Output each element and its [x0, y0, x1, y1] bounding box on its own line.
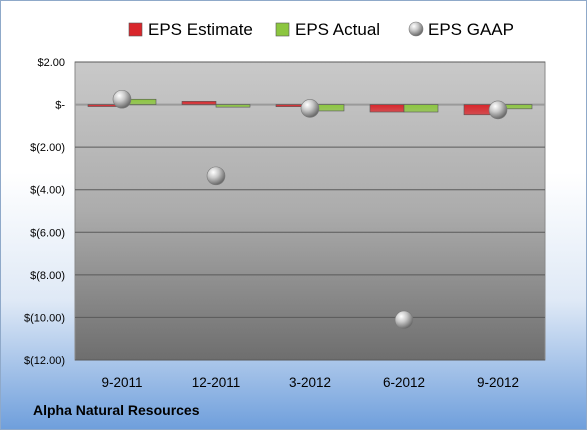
y-tick-label: $(6.00)	[30, 227, 65, 239]
legend-swatch	[128, 22, 143, 37]
bar-eps-estimate	[181, 101, 217, 105]
point-eps-gaap	[206, 166, 226, 186]
y-tick-label: $(12.00)	[24, 355, 65, 367]
point-eps-gaap	[488, 100, 508, 120]
y-tick-label: $(8.00)	[30, 270, 65, 282]
x-tick-label: 6-2012	[383, 375, 425, 390]
legend-label: EPS GAAP	[428, 20, 514, 39]
point-eps-gaap	[300, 99, 320, 118]
x-tick-label: 9-2011	[101, 375, 142, 390]
bar-eps-estimate	[369, 104, 405, 113]
legend-swatch	[275, 22, 290, 37]
y-tick-label: $(2.00)	[30, 142, 65, 154]
y-tick-label: $(4.00)	[30, 185, 65, 197]
bar-eps-actual	[403, 104, 439, 113]
y-tick-label: $(10.00)	[24, 312, 65, 324]
x-tick-label: 9-2012	[477, 375, 519, 390]
company-name: Alpha Natural Resources	[33, 402, 200, 418]
bar-eps-actual	[215, 104, 251, 108]
point-eps-gaap	[112, 89, 132, 109]
y-tick-label: $2.00	[37, 57, 65, 69]
x-tick-label: 12-2011	[192, 375, 241, 390]
legend-swatch	[408, 21, 424, 37]
y-tick-label: $-	[55, 100, 65, 112]
legend-label: EPS Estimate	[148, 20, 253, 39]
legend-label: EPS Actual	[295, 20, 380, 39]
x-tick-label: 3-2012	[289, 375, 331, 390]
point-eps-gaap	[394, 310, 414, 330]
